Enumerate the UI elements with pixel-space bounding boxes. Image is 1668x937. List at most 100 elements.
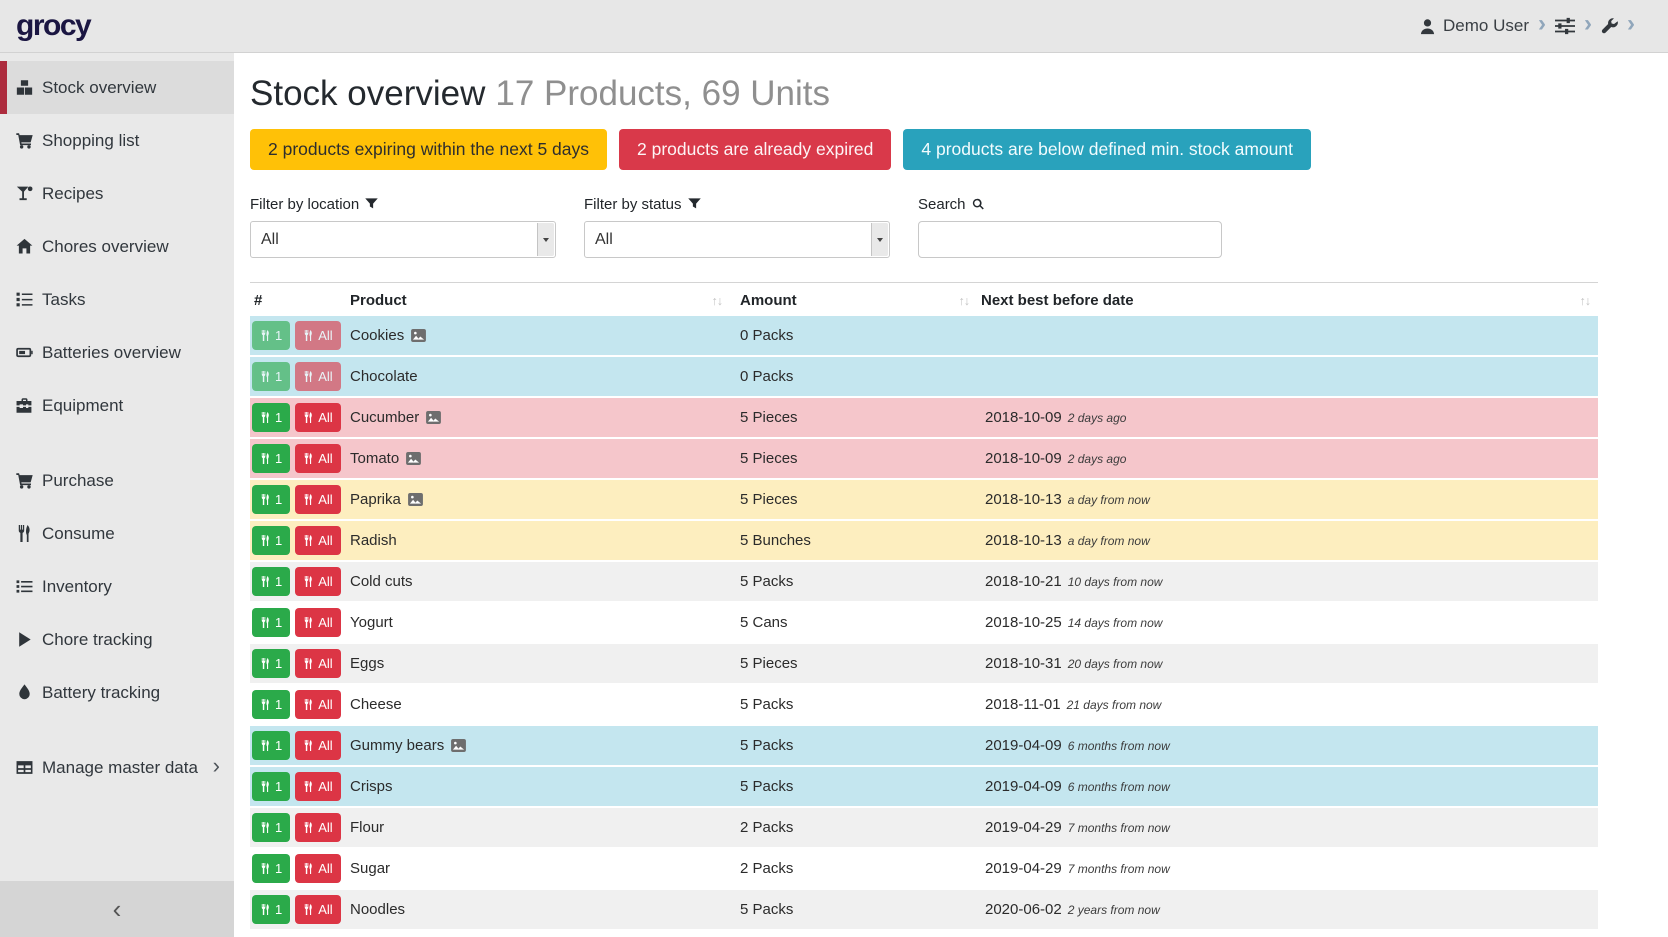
product-name: Chocolate [350,368,418,385]
sidebar-item-label: Tasks [42,289,86,309]
date-cell: 2018-10-13 a day from now [977,532,1598,549]
search-label: Search [918,196,1224,213]
column-header-amount[interactable]: Amount ↑↓ [740,292,970,309]
utensils-icon [260,781,271,792]
consume-one-button[interactable]: 1 [252,526,291,555]
date-cell: 2018-10-31 20 days from now [977,655,1598,672]
user-label: Demo User [1443,16,1529,35]
sort-icon: ↑↓ [711,293,723,308]
product-cell: Chocolate [346,368,730,385]
location-filter-select[interactable]: All [250,221,556,258]
status-filter-select[interactable]: All [584,221,890,258]
consume-all-button[interactable]: All [295,690,341,719]
sidebar-item-batteries-overview[interactable]: Batteries overview › [0,326,234,379]
amount-cell: 2 Packs [740,860,794,877]
product-cell: Crisps [346,778,730,795]
settings-menu[interactable] [1555,16,1575,36]
consume-all-button[interactable]: All [295,895,341,924]
consume-all-button[interactable]: All [295,813,341,842]
product-cell: Yogurt [346,614,730,631]
best-before-date: 2018-10-13 [985,491,1062,508]
consume-all-button[interactable]: All [295,649,341,678]
table-row: 1 All Flour 2 Packs 2019-04-29 7 months … [250,808,1598,849]
sidebar-item-manage-master-data[interactable]: Manage master data › [0,741,234,794]
sidebar-item-inventory[interactable]: Inventory › [0,560,234,613]
sidebar-item-stock-overview[interactable]: Stock overview › [0,61,234,114]
consume-one-button[interactable]: 1 [252,608,291,637]
best-before-date: 2019-04-29 [985,860,1062,877]
consume-all-button[interactable]: All [295,731,341,760]
row-actions-cell: 1 All [250,772,346,801]
table-row: 1 All Cold cuts 5 Packs 2018-10-21 10 da… [250,562,1598,603]
navbar-right: Demo User › › › [1419,12,1644,36]
consume-one-button[interactable]: 1 [252,690,291,719]
sidebar-item-equipment[interactable]: Equipment › [0,379,234,432]
consume-all-button[interactable]: All [295,772,341,801]
user-icon [1419,18,1436,35]
alert-below-min-stock-button[interactable]: 4 products are below defined min. stock … [903,129,1311,170]
user-menu[interactable]: Demo User [1419,16,1529,36]
consume-one-button[interactable]: 1 [252,854,291,883]
consume-all-button[interactable]: All [295,608,341,637]
sidebar-item-consume[interactable]: Consume › [0,507,234,560]
product-image-icon[interactable] [411,329,426,342]
row-actions-cell: 1 All [250,321,346,350]
consume-one-button[interactable]: 1 [252,649,291,678]
product-image-icon[interactable] [451,739,466,752]
consume-one-button[interactable]: 1 [252,813,291,842]
best-before-date: 2018-10-21 [985,573,1062,590]
date-cell: 2018-10-09 2 days ago [977,409,1598,426]
table-row: 1 All Radish 5 Bunches 2018-10-13 a day … [250,521,1598,562]
consume-all-button[interactable]: All [295,444,341,473]
table-row: 1 All Cookies 0 Packs [250,316,1598,357]
utensils-icon [303,535,314,546]
best-before-date: 2020-06-02 [985,901,1062,918]
admin-menu[interactable] [1601,18,1618,35]
consume-one-button[interactable]: 1 [252,772,291,801]
consume-one-button[interactable]: 1 [252,731,291,760]
product-image-icon[interactable] [408,493,423,506]
sidebar-item-chores-overview[interactable]: Chores overview › [0,220,234,273]
app-logo[interactable]: grocy [16,9,92,42]
location-filter-label: Filter by location [250,196,556,213]
cocktail-icon [16,185,33,202]
alert-expired-button[interactable]: 2 products are already expired [619,129,892,170]
consume-one-button[interactable]: 1 [252,403,291,432]
sidebar-collapse-button[interactable]: ‹ [0,881,234,937]
product-name: Cold cuts [350,573,413,590]
utensils-icon [303,494,314,505]
product-name: Yogurt [350,614,393,631]
best-before-date: 2019-04-09 [985,737,1062,754]
consume-all-button[interactable]: All [295,403,341,432]
consume-all-button[interactable]: All [295,485,341,514]
search-input[interactable] [918,221,1222,258]
location-filter: Filter by location All [250,196,556,258]
consume-one-button[interactable]: 1 [252,567,291,596]
sidebar-item-battery-tracking[interactable]: Battery tracking › [0,666,234,719]
date-relative: 6 months from now [1067,780,1170,794]
product-image-icon[interactable] [426,411,441,424]
row-actions-cell: 1 All [250,526,346,555]
product-image-icon[interactable] [406,452,421,465]
consume-all-button[interactable]: All [295,526,341,555]
sidebar-item-tasks[interactable]: Tasks › [0,273,234,326]
column-header-product[interactable]: Product ↑↓ [350,292,723,309]
consume-one-button[interactable]: 1 [252,895,291,924]
product-cell: Cold cuts [346,573,730,590]
main-content: Stock overview 17 Products, 69 Units 2 pr… [234,53,1668,937]
consume-one-button[interactable]: 1 [252,444,291,473]
sidebar-item-purchase[interactable]: Purchase › [0,454,234,507]
table-row: 1 All Cucumber 5 Pieces 2018-10-09 2 day… [250,398,1598,439]
sidebar-item-shopping-list[interactable]: Shopping list › [0,114,234,167]
alert-expiring-button[interactable]: 2 products expiring within the next 5 da… [250,129,608,170]
consume-one-button[interactable]: 1 [252,485,291,514]
sidebar-item-chore-tracking[interactable]: Chore tracking › [0,613,234,666]
consume-all-button[interactable]: All [295,854,341,883]
sidebar-item-recipes[interactable]: Recipes › [0,167,234,220]
column-header-next-best-before-date[interactable]: Next best before date ↑↓ [981,292,1591,309]
consume-all-button[interactable]: All [295,567,341,596]
product-cell: Cucumber [346,409,730,426]
sidebar-item-label: Chores overview [42,236,169,256]
table-row: 1 All Yogurt 5 Cans 2018-10-25 14 days f… [250,603,1598,644]
chevron-right-icon: › [212,753,220,778]
